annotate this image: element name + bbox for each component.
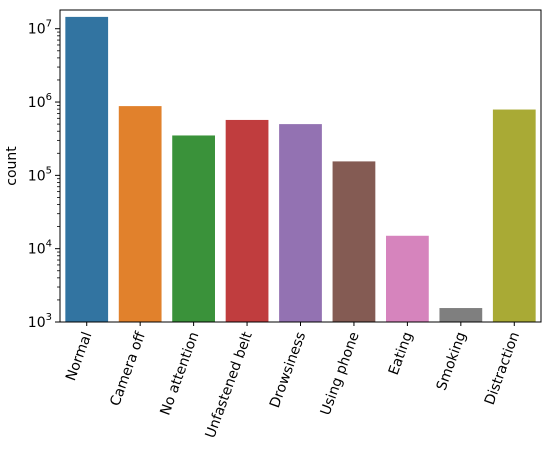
x-tick-label: Unfastened belt [203,329,256,440]
bar-using-phone [332,161,376,322]
bars-group [65,16,536,322]
y-tick-label: 106 [28,92,52,111]
y-tick-label: 105 [28,165,52,184]
x-tick-label: Drowsiness [267,330,309,410]
bar-drowsiness [279,124,322,322]
bar-unfastened-belt [225,119,269,322]
y-axis-label: count [4,146,20,186]
plot-frame [59,9,542,323]
x-tick-label: Eating [386,330,416,377]
y-tick-label: 107 [28,19,52,38]
x-tick-label: Using phone [318,330,363,418]
x-tick-label: Smoking [434,330,470,393]
bar-normal [65,16,109,322]
bar-distraction [492,109,536,322]
y-tick-label: 103 [28,312,52,331]
x-tick-label: Camera off [107,330,149,409]
bar-no-attention [172,135,215,322]
bar-camera-off [118,106,162,322]
x-tick-label: Normal [63,330,95,383]
bar-eating [386,235,429,322]
x-tick-label: No attention [157,330,202,418]
x-tick-label: Distraction [482,330,523,407]
y-tick-label: 104 [28,239,52,258]
bar-smoking [439,308,483,322]
